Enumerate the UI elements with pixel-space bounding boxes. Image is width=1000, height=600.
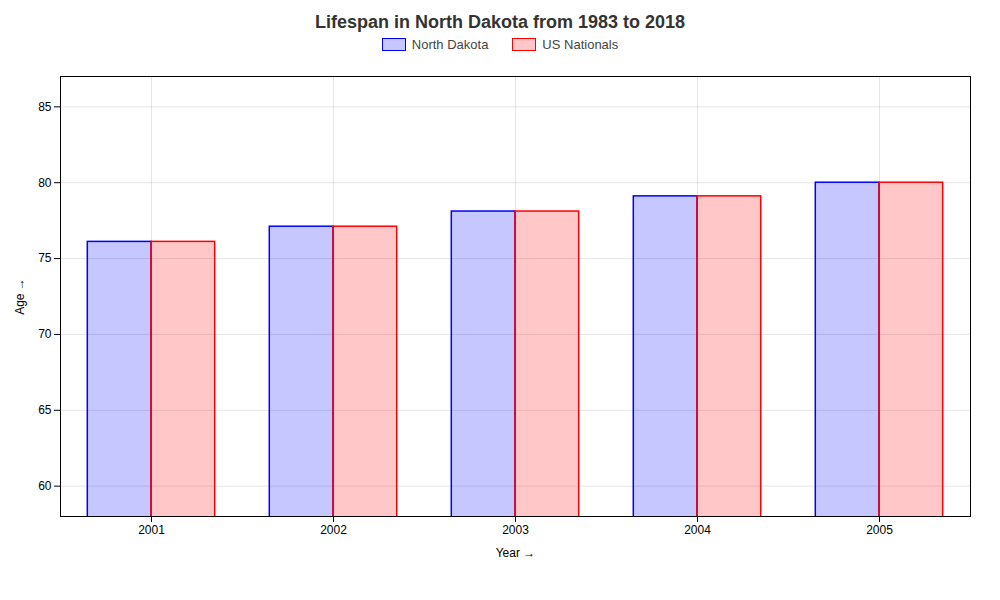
svg-text:Year →: Year → xyxy=(496,546,536,560)
svg-text:2004: 2004 xyxy=(684,523,711,537)
html-text:North Dakota: North Dakota xyxy=(411,37,489,52)
svg-text:65: 65 xyxy=(38,403,52,417)
svg-text:75: 75 xyxy=(38,251,52,265)
svg-text:Age →: Age → xyxy=(13,278,27,315)
html-text:Lifespan in North Dakota from: Lifespan in North Dakota from 1983 to 20… xyxy=(314,12,685,32)
html-text:US Nationals: US Nationals xyxy=(542,37,619,52)
svg-text:2001: 2001 xyxy=(138,523,165,537)
svg-text:60: 60 xyxy=(38,479,52,493)
svg-text:2003: 2003 xyxy=(502,523,529,537)
svg-text:2005: 2005 xyxy=(866,523,893,537)
svg-text:2002: 2002 xyxy=(320,523,347,537)
svg-text:85: 85 xyxy=(38,100,52,114)
svg-text:80: 80 xyxy=(38,176,52,190)
svg-text:70: 70 xyxy=(38,327,52,341)
